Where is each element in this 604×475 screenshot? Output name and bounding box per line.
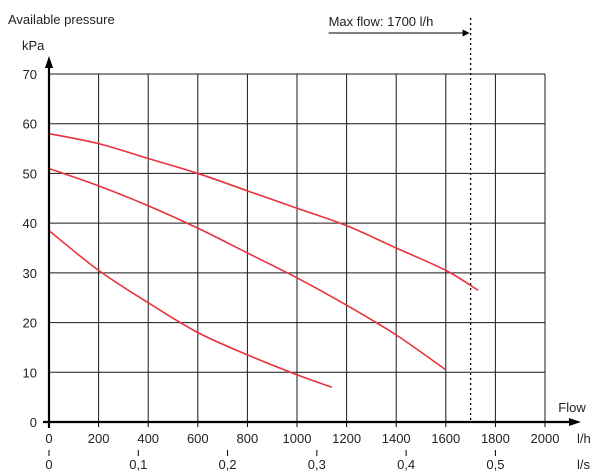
x-tick-label: 200 (88, 431, 110, 446)
x-tick-label: 1000 (283, 431, 312, 446)
y-axis-label: kPa (22, 38, 45, 53)
series-curve-1 (48, 132, 479, 291)
x-tick-label: 1600 (431, 431, 460, 446)
series-curve-3 (48, 229, 332, 388)
x2-tick-label: 0,4 (397, 457, 415, 472)
x-unit-primary: l/h (577, 431, 591, 446)
chart-title: Available pressure (8, 12, 115, 27)
y-tick-label: 70 (23, 67, 37, 82)
y-axis-arrow (45, 56, 53, 68)
x-unit-secondary: l/s (577, 457, 591, 472)
x-tick-label: 1200 (332, 431, 361, 446)
x2-tick-label: 0,3 (308, 457, 326, 472)
max-flow-arrow-head (462, 29, 470, 37)
y-tick-label: 30 (23, 266, 37, 281)
x-axis-label: Flow (558, 400, 586, 415)
y-tick-label: 0 (30, 415, 37, 430)
y-tick-label: 10 (23, 365, 37, 380)
x-tick-label: 1800 (481, 431, 510, 446)
x2-tick-label: 0 (45, 457, 52, 472)
y-tick-label: 50 (23, 166, 37, 181)
series (48, 132, 479, 388)
max-flow-annotation: Max flow: 1700 l/h (328, 14, 472, 422)
x2-tick-label: 0,1 (129, 457, 147, 472)
y-tick-label: 40 (23, 216, 37, 231)
axes (43, 56, 581, 428)
x-tick-label: 800 (237, 431, 259, 446)
x-tick-label: 2000 (531, 431, 560, 446)
x-tick-label: 400 (137, 431, 159, 446)
tick-labels: 0 200 400 600 800 1000 1200 1400 1600 1800 2000010… (23, 67, 560, 472)
y-tick-label: 20 (23, 316, 37, 331)
x-tick-label: 1400 (382, 431, 411, 446)
series-curve-2 (48, 167, 447, 371)
grid (49, 73, 546, 422)
x2-tick-label: 0,5 (486, 457, 504, 472)
x-axis-arrow (569, 418, 581, 426)
x-tick-label: 0 (45, 431, 52, 446)
x2-tick-label: 0,2 (219, 457, 237, 472)
x-tick-label: 600 (187, 431, 209, 446)
y-tick-label: 60 (23, 117, 37, 132)
max-flow-label: Max flow: 1700 l/h (329, 14, 434, 29)
